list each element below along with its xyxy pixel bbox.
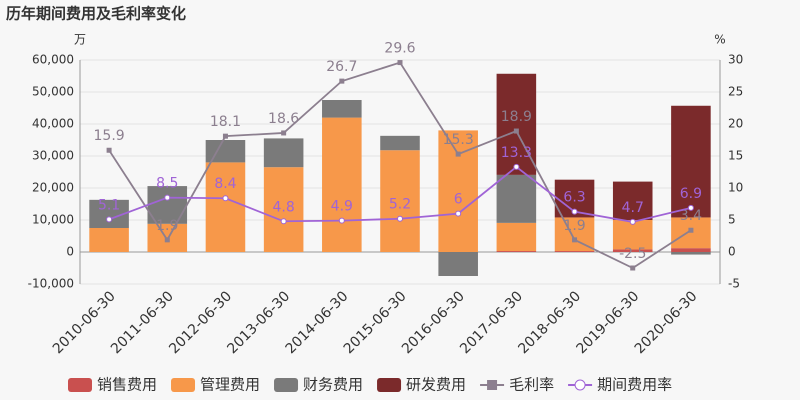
- bar: [612, 249, 653, 252]
- bar: [322, 100, 362, 118]
- bar: [671, 217, 711, 249]
- y2-tick-label: 0: [728, 245, 736, 259]
- data-label: 26.7: [326, 59, 357, 75]
- point: [688, 227, 694, 233]
- bar: [263, 167, 304, 252]
- y2-tick-label: 15: [728, 149, 743, 163]
- legend-label: 期间费用率: [597, 376, 672, 394]
- x-tick-label: 2020-06-30: [632, 288, 701, 357]
- y-tick-label: 20,000: [32, 181, 74, 195]
- legend-swatch: [171, 378, 196, 392]
- point: [338, 217, 345, 224]
- point: [280, 218, 287, 225]
- y-tick-label: 50,000: [32, 85, 74, 99]
- bar: [263, 138, 304, 168]
- y-tick-label: 10,000: [32, 213, 74, 227]
- data-label: 6: [454, 192, 463, 208]
- bar: [380, 150, 420, 252]
- data-label: 29.6: [384, 41, 415, 57]
- y2-unit: %: [714, 33, 725, 47]
- point: [629, 218, 636, 225]
- y-unit: 万: [74, 33, 86, 47]
- point: [397, 215, 403, 222]
- legend-label: 毛利率: [509, 376, 554, 394]
- data-label: 8.4: [214, 176, 236, 192]
- bar: [554, 251, 595, 252]
- legend-swatch: [487, 380, 498, 390]
- y-tick-label: 0: [66, 245, 74, 259]
- y2-tick-label: -5: [728, 277, 740, 291]
- point: [455, 210, 462, 217]
- data-label: 18.1: [210, 114, 241, 130]
- point: [397, 60, 403, 66]
- data-label: 8.5: [156, 176, 178, 192]
- y2-tick-label: 30: [728, 53, 743, 67]
- bar: [322, 117, 362, 252]
- data-label: 15.3: [443, 132, 474, 148]
- y-tick-label: 40,000: [32, 117, 74, 131]
- point: [222, 195, 229, 202]
- data-label: 4.8: [273, 199, 295, 215]
- bar: [612, 181, 653, 220]
- data-label: 5.2: [389, 197, 411, 213]
- data-label: 6.3: [563, 190, 585, 206]
- bar: [496, 251, 537, 252]
- legend-label: 管理费用: [200, 376, 260, 394]
- point: [164, 194, 171, 201]
- legend-label: 财务费用: [303, 376, 363, 394]
- y-tick-label: -10,000: [28, 277, 74, 291]
- bar: [205, 140, 246, 163]
- data-label: 4.7: [622, 200, 644, 216]
- data-label: 3.4: [680, 208, 702, 224]
- point: [687, 204, 694, 211]
- point: [513, 128, 519, 134]
- data-label: 4.9: [331, 199, 353, 215]
- legend-label: 销售费用: [97, 376, 157, 394]
- y-tick-label: 30,000: [32, 149, 74, 163]
- bar: [671, 252, 711, 255]
- legend-swatch: [274, 378, 299, 392]
- bar: [205, 162, 246, 252]
- y2-tick-label: 5: [728, 213, 736, 227]
- bar: [671, 248, 711, 252]
- point: [281, 130, 287, 136]
- bar: [496, 174, 537, 223]
- data-label: -2.5: [619, 246, 646, 262]
- y2-tick-label: 20: [728, 117, 743, 131]
- legend-label: 研发费用: [406, 376, 466, 394]
- bar: [671, 105, 711, 218]
- chart-title: 历年期间费用及毛利率变化: [6, 5, 186, 23]
- data-label: 5.1: [98, 197, 120, 213]
- y2-tick-label: 25: [728, 85, 743, 99]
- bar: [496, 73, 537, 175]
- point: [164, 237, 170, 243]
- data-label: 1.9: [156, 218, 178, 234]
- point: [222, 133, 228, 139]
- point: [571, 208, 578, 215]
- point: [630, 265, 636, 271]
- point: [572, 237, 578, 243]
- bar: [89, 228, 129, 252]
- bar: [438, 252, 478, 276]
- y2-tick-label: 10: [728, 181, 743, 195]
- point: [513, 163, 520, 170]
- data-label: 18.6: [268, 111, 299, 127]
- data-label: 1.9: [563, 218, 585, 234]
- point: [339, 78, 345, 84]
- bar: [380, 135, 420, 151]
- point: [106, 147, 112, 153]
- legend-swatch: [377, 378, 402, 392]
- point: [455, 151, 461, 157]
- bar: [438, 130, 478, 252]
- data-label: 6.9: [680, 186, 702, 202]
- data-label: 18.9: [501, 109, 532, 125]
- data-label: 13.3: [501, 145, 532, 161]
- bar: [496, 222, 537, 252]
- point: [106, 216, 113, 223]
- data-label: 15.9: [94, 128, 125, 144]
- legend-swatch: [68, 378, 92, 392]
- legend-swatch: [574, 379, 586, 391]
- y-tick-label: 60,000: [32, 53, 74, 67]
